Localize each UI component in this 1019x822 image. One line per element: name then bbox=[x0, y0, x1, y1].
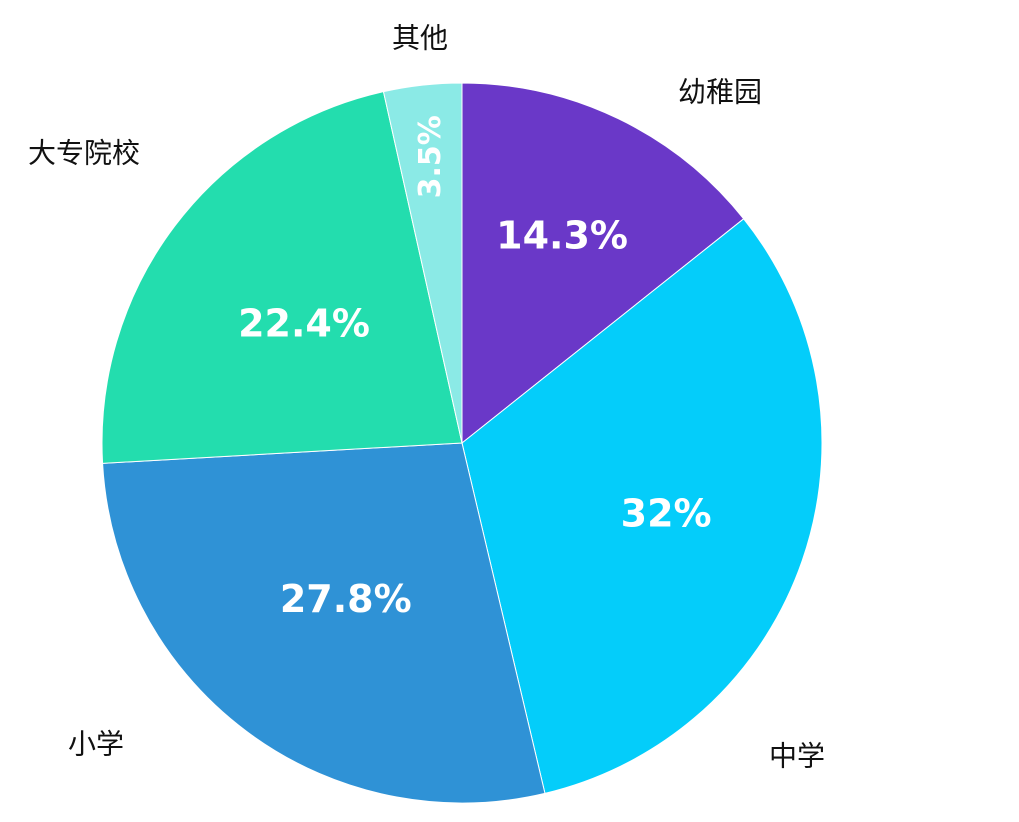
pie-slice bbox=[102, 442, 546, 804]
slice-category-label: 小学 bbox=[68, 728, 124, 761]
slice-category-label: 大专院校 bbox=[28, 137, 140, 170]
pie-slice bbox=[101, 91, 463, 464]
slice-value-label: 14.3% bbox=[496, 213, 628, 257]
slice-category-label: 幼稚园 bbox=[678, 76, 762, 109]
slice-value-label: 32% bbox=[621, 492, 712, 536]
slices-layer bbox=[101, 82, 823, 804]
slice-value-label: 22.4% bbox=[238, 302, 370, 346]
value-labels-layer: 14.3% 32% 27.8% 22.4% 3.5% bbox=[238, 115, 711, 621]
slice-category-label: 其他 bbox=[392, 22, 448, 55]
slice-value-label: 3.5% bbox=[413, 115, 448, 198]
pie-slice bbox=[461, 218, 823, 794]
pie-slice bbox=[382, 82, 463, 444]
pie-slice bbox=[461, 82, 745, 445]
slice-value-label: 27.8% bbox=[280, 577, 412, 621]
slice-category-label: 中学 bbox=[769, 740, 825, 773]
